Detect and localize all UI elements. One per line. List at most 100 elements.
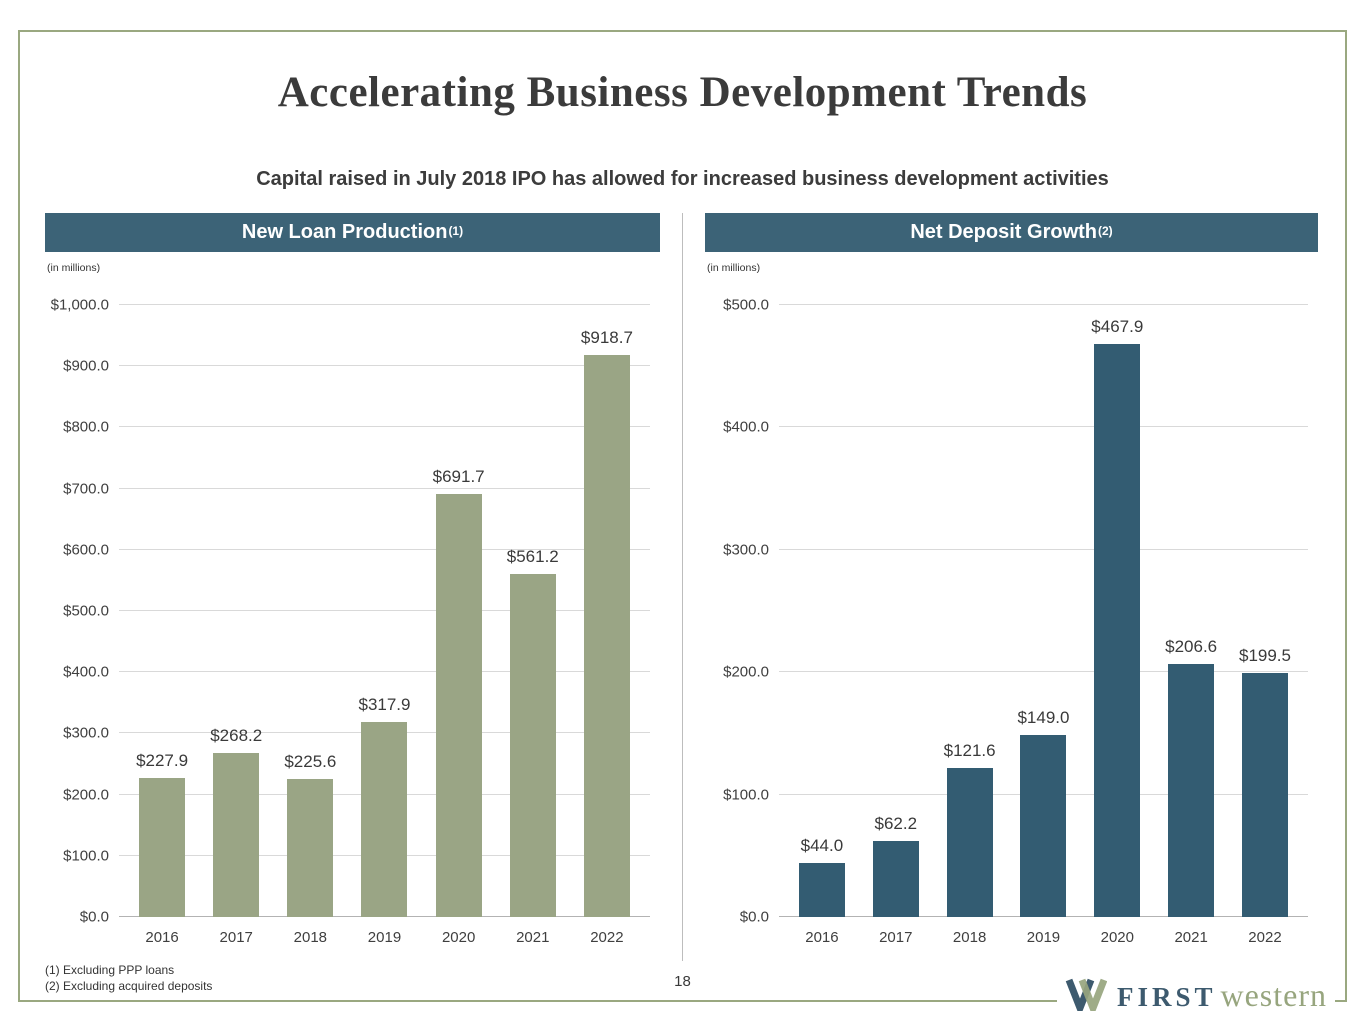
bar-2020: $467.9 [1091, 317, 1143, 917]
y-axis-tick-label: $0.0 [79, 908, 109, 926]
chart-header-net-deposit-growth: Net Deposit Growth (2) [705, 213, 1318, 252]
x-axis-labels: 2016 2017 2018 2019 2020 2021 2022 [779, 929, 1308, 946]
chart-title: New Loan Production [241, 221, 448, 243]
bar-value-label: $227.9 [136, 750, 189, 770]
bar-value-label: $268.2 [210, 725, 263, 745]
gridline [779, 304, 1308, 305]
page-number: 18 [674, 973, 691, 990]
chart-header-new-loan-production: New Loan Production (1) [45, 213, 660, 252]
units-label: (in millions) [707, 262, 761, 274]
bar-2022: $918.7 [581, 328, 633, 917]
gridline [119, 487, 650, 489]
y-axis-tick-label: $500.0 [63, 602, 109, 620]
bar-value-label: $317.9 [358, 695, 411, 715]
chart-panel-net-deposit-growth: Net Deposit Growth (2) (in millions) $0.0… [705, 213, 1318, 982]
gridline [119, 610, 650, 611]
bar-chart-new-loan-production: $0.0 $100.0 $200.0 $300.0 $400.0 $500.0 $600.0… [51, 297, 650, 946]
gridline [779, 548, 1308, 550]
x-axis-label: 2019 [1026, 929, 1061, 946]
x-axis-label: 2016 [805, 929, 839, 946]
gridline [779, 671, 1308, 673]
x-axis-label: 2017 [879, 929, 913, 946]
chart-panel-new-loan-production: New Loan Production (1) (in millions) $0.… [45, 213, 660, 982]
bar-2019: $317.9 [358, 695, 410, 917]
y-axis-tick-label: $400.0 [723, 418, 769, 436]
units-label: (in millions) [47, 262, 101, 274]
y-axis-tick-label: $400.0 [63, 663, 109, 681]
footnotes: (1) Excluding PPP loans (2) Excluding ac… [45, 962, 212, 994]
page-title: Accelerating Business Development Trends [277, 69, 1088, 116]
y-axis-tick-label: $200.0 [723, 663, 769, 681]
chart-body: (in millions) $0.0 $100.0 $200.0 $300.0 $400… [705, 252, 1318, 982]
bar-value-label: $121.6 [943, 741, 996, 761]
bar-value-label: $691.7 [432, 466, 485, 486]
x-axis-label: 2016 [145, 929, 179, 946]
bar-2017: $62.2 [872, 814, 919, 917]
bar-value-label: $918.7 [580, 327, 633, 347]
x-axis-label: 2021 [516, 929, 550, 946]
chart-body: (in millions) $0.0 $100.0 $200.0 $300.0 $400… [45, 252, 660, 982]
bar-chart-net-deposit-growth: $0.0 $100.0 $200.0 $300.0 $400.0 $500.0 $44.0 $… [723, 297, 1308, 946]
bar-2020: $691.7 [433, 467, 485, 917]
x-axis-label: 2020 [441, 929, 476, 946]
y-axis-tick-label: $900.0 [63, 357, 109, 375]
panel-divider [682, 213, 683, 961]
bar-value-label: $62.2 [874, 813, 918, 833]
gridline [779, 426, 1308, 428]
x-axis-label: 2022 [590, 929, 624, 946]
x-axis-label: 2017 [219, 929, 253, 946]
bars-group: $227.9 $268.2 $225.6 $317.9 $691.7 $561.2 $918… [119, 305, 650, 917]
footnote-2: (2) Excluding acquired deposits [45, 978, 213, 993]
bar-value-label: $467.9 [1091, 317, 1144, 337]
gridline [119, 426, 650, 428]
gridline [119, 548, 650, 550]
y-axis-tick-label: $800.0 [63, 418, 109, 436]
x-axis-label: 2018 [952, 929, 987, 946]
bar-2021: $561.2 [507, 547, 559, 917]
footnote-1: (1) Excluding PPP loans [45, 962, 175, 977]
gridline [119, 304, 650, 305]
bar-value-label: $199.5 [1238, 645, 1291, 665]
x-axis-label: 2019 [367, 929, 402, 946]
x-axis-label: 2020 [1100, 929, 1134, 946]
y-axis-tick-label: $200.0 [63, 786, 109, 804]
y-axis-tick-label: $100.0 [723, 786, 769, 804]
y-axis-tick-label: $700.0 [63, 480, 109, 498]
bar-value-label: $44.0 [800, 836, 844, 856]
gridline [119, 671, 650, 673]
x-axis-labels: 2016 2017 2018 2019 2020 2021 2022 [119, 929, 650, 946]
y-axis-tick-label: $0.0 [739, 908, 769, 926]
bar-value-label: $149.0 [1017, 707, 1070, 727]
bar-2018: $121.6 [944, 741, 996, 917]
bar-value-label: $206.6 [1165, 637, 1218, 657]
y-axis-tick-label: $100.0 [63, 847, 109, 865]
bars-group: $44.0 $62.2 $121.6 $149.0 $467.9 $206.6 $199.5 [779, 305, 1308, 917]
bar-2022: $199.5 [1239, 646, 1291, 917]
bar-2016: $227.9 [136, 751, 188, 917]
logo-text-first: FIRST [1116, 982, 1217, 1012]
x-axis-label: 2018 [293, 929, 328, 946]
y-axis-tick-label: $300.0 [63, 724, 109, 742]
bar-2018: $225.6 [284, 752, 336, 917]
bar-2021: $206.6 [1165, 637, 1217, 917]
first-western-logo: FIRST western [1056, 968, 1335, 1018]
bar-2017: $268.2 [210, 726, 262, 917]
bar-value-label: $225.6 [284, 751, 337, 771]
first-western-logo-icon [1065, 978, 1107, 1011]
y-axis-tick-label: $300.0 [723, 541, 769, 559]
bar-value-label: $561.2 [506, 546, 559, 566]
page-subtitle: Capital raised in July 2018 IPO has allo… [256, 168, 1109, 190]
x-axis-label: 2021 [1174, 929, 1208, 946]
gridline [119, 365, 650, 367]
y-axis-tick-label: $500.0 [723, 296, 769, 314]
chart-title: Net Deposit Growth [910, 221, 1097, 243]
chart-title-superscript: (1) [448, 223, 464, 238]
x-axis-label: 2022 [1248, 929, 1282, 946]
bar-2016: $44.0 [798, 836, 845, 917]
logo-text-western: western [1220, 977, 1327, 1013]
bar-2019: $149.0 [1017, 708, 1069, 917]
y-axis-tick-label: $1,000.0 [50, 296, 109, 314]
y-axis-tick-label: $600.0 [63, 541, 109, 559]
chart-title-superscript: (2) [1098, 223, 1113, 238]
